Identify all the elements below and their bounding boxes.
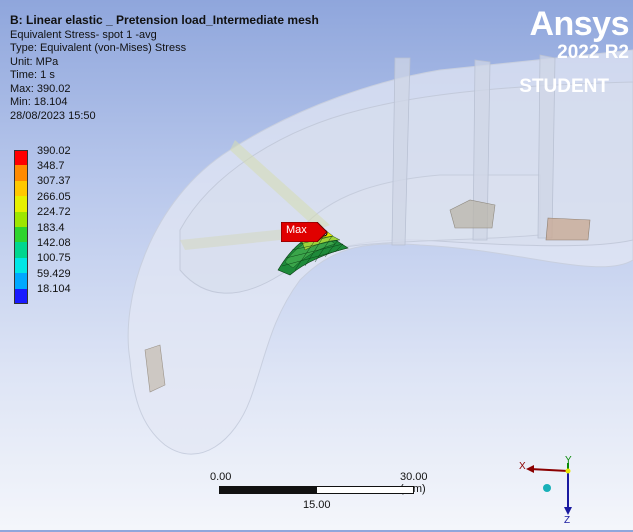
bolt-feature-1 [449,199,496,229]
legend-value: 18.104 [37,283,71,296]
legend-row: 18.104 [14,283,71,304]
legend-swatch [14,257,28,274]
result-unit: Unit: MPa [10,55,59,68]
max-probe-label[interactable]: Max [280,221,329,247]
brand-version: 2022 R2 [557,42,629,63]
legend-swatch [14,273,28,289]
legend-row: 100.75 [14,252,71,274]
legend-row: 142.08 [14,237,71,258]
result-min: Min: 18.104 [10,96,68,108]
bolt-feature-3 [144,344,166,393]
legend-value: 100.75 [37,252,71,265]
cut-plane [230,140,330,230]
brand-name: Ansys [529,5,629,43]
legend-value: 348.7 [37,160,65,173]
triad-y-label: Y [565,455,572,466]
scale-mid: 15.00 [303,499,331,511]
triad-icon: X Y Z [519,455,572,526]
rib-1 [391,57,411,246]
legend-swatch [14,180,28,197]
triad-z-label: Z [564,515,570,526]
result-max: Max: 390.02 [10,82,71,95]
probe-label-text: Max [286,224,307,236]
legend-row: 183.4 [14,222,71,243]
legend-value: 266.05 [37,190,71,203]
legend-value: 390.02 [37,144,71,157]
legend-swatch [14,150,28,166]
result-info: B: Linear elastic _ Pretension load_Inte… [10,13,319,123]
legend-value: 59.429 [37,267,71,280]
legend-swatch [14,226,28,243]
result-label: Equivalent Stress- spot 1 -avg [10,28,157,41]
brand-edition: STUDENT [519,76,609,97]
axis-triad[interactable]: X Y Z [514,455,584,527]
triad-x-label: X [519,461,526,472]
result-type: Type: Equivalent (von-Mises) Stress [10,42,187,54]
scale-bar-graphic [219,486,414,494]
scale-left: 0.00 [210,471,232,483]
result-title: B: Linear elastic _ Pretension load_Inte… [10,13,319,27]
legend-swatch [14,196,28,212]
legend-swatch [14,242,28,258]
legend-row: 266.05 [14,191,71,212]
bolt-feature-2 [545,217,591,241]
legend-swatch [14,288,28,304]
probe-flag-icon [280,221,328,243]
legend-row: 59.429 [14,268,71,289]
ansys-logo: Ansys 2022 R2 STUDENT [519,6,629,98]
legend-value: 183.4 [37,221,65,234]
scale-bar: 0.00 30.00 (mm) 15.00 [210,470,450,515]
result-date: 28/08/2023 15:50 [10,109,96,122]
color-legend[interactable]: 390.02 348.7 307.37 266.05 224.72 183.4 142.08… [14,145,71,304]
legend-swatch [14,211,28,227]
legend-row: 348.7 [14,160,71,181]
legend-row: 224.72 [14,206,71,227]
legend-value: 142.08 [37,237,71,250]
legend-value: 224.72 [37,206,71,219]
rib-2 [472,59,491,241]
legend-value: 307.37 [37,175,71,188]
cut-plane-lower [180,228,300,250]
legend-row: 390.02 [14,145,71,166]
result-time: Time: 1 s [10,69,55,81]
legend-row: 307.37 [14,175,71,197]
legend-swatch [14,165,28,181]
